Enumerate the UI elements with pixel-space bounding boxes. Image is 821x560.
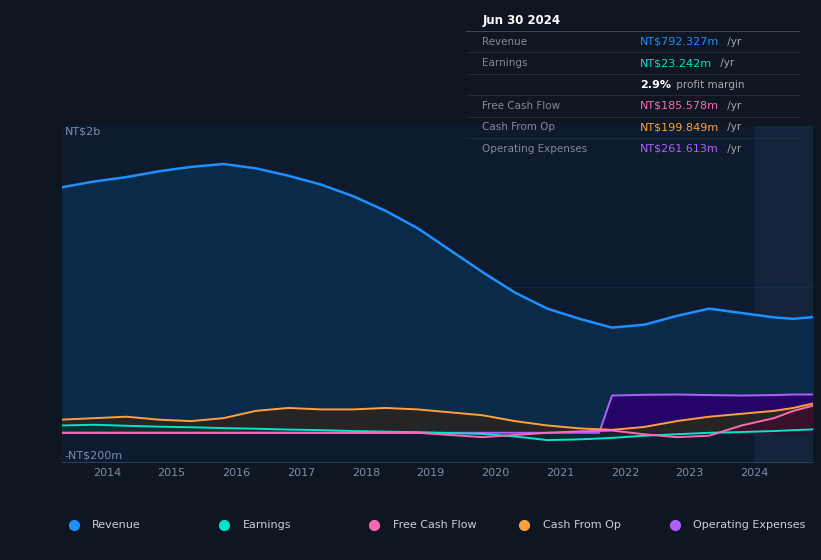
- Text: 2.9%: 2.9%: [640, 80, 671, 90]
- Text: /yr: /yr: [724, 36, 741, 46]
- Text: Cash From Op: Cash From Op: [482, 123, 555, 133]
- Text: /yr: /yr: [724, 144, 741, 154]
- Text: -NT$200m: -NT$200m: [65, 451, 123, 460]
- Text: Earnings: Earnings: [482, 58, 528, 68]
- Text: Revenue: Revenue: [482, 36, 527, 46]
- Text: /yr: /yr: [724, 123, 741, 133]
- Text: NT$261.613m: NT$261.613m: [640, 144, 718, 154]
- Text: Jun 30 2024: Jun 30 2024: [482, 14, 561, 27]
- Text: NT$23.242m: NT$23.242m: [640, 58, 712, 68]
- Text: NT$199.849m: NT$199.849m: [640, 123, 719, 133]
- Text: Operating Expenses: Operating Expenses: [482, 144, 588, 154]
- Text: /yr: /yr: [724, 101, 741, 111]
- Text: Operating Expenses: Operating Expenses: [694, 520, 805, 530]
- Text: /yr: /yr: [717, 58, 734, 68]
- Text: Revenue: Revenue: [93, 520, 141, 530]
- Text: Earnings: Earnings: [243, 520, 291, 530]
- Text: NT$185.578m: NT$185.578m: [640, 101, 718, 111]
- Text: Free Cash Flow: Free Cash Flow: [393, 520, 476, 530]
- Text: NT$792.327m: NT$792.327m: [640, 36, 719, 46]
- Text: Cash From Op: Cash From Op: [544, 520, 621, 530]
- Text: Free Cash Flow: Free Cash Flow: [482, 101, 561, 111]
- Text: profit margin: profit margin: [672, 80, 744, 90]
- Bar: [754, 126, 813, 462]
- Text: NT$2b: NT$2b: [65, 126, 101, 136]
- Text: NT$0: NT$0: [65, 421, 94, 431]
